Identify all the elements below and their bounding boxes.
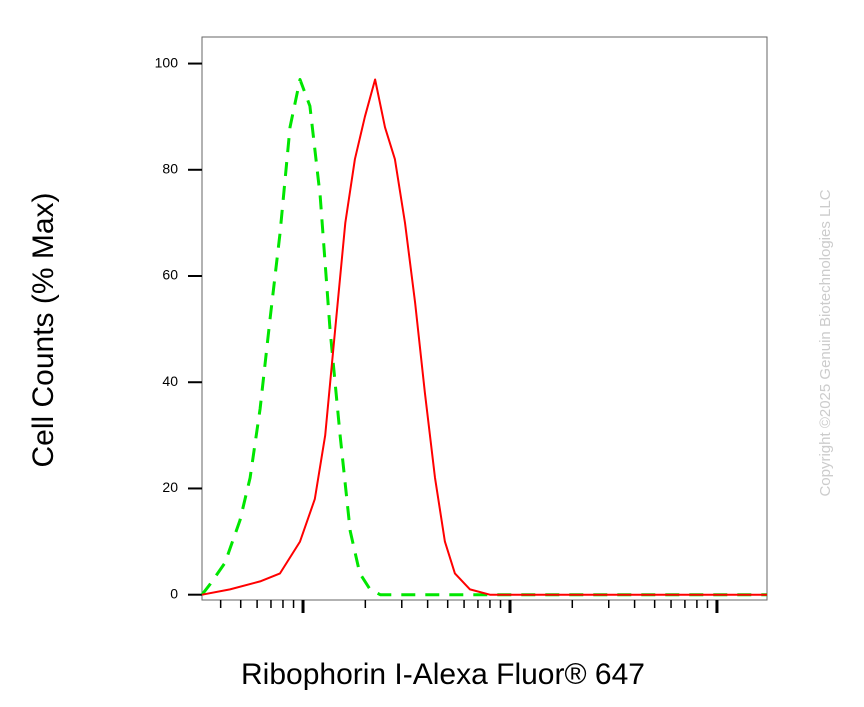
x-axis-label: Ribophorin I-Alexa Fluor® 647 xyxy=(241,658,645,691)
series-line xyxy=(201,78,767,596)
y-axis-label: Cell Counts (% Max) xyxy=(27,192,60,467)
watermark: Copyright ©2025 Genuin Biotechnologies L… xyxy=(817,189,834,496)
y-tick-label: 80 xyxy=(162,160,178,176)
series-line xyxy=(200,78,767,597)
y-tick-label: 20 xyxy=(162,479,178,495)
y-tick-label: 100 xyxy=(155,54,179,70)
y-tick-label: 40 xyxy=(162,373,178,389)
y-tick-label: 60 xyxy=(162,267,178,283)
plot-frame xyxy=(201,36,768,601)
y-tick-label: 0 xyxy=(170,585,178,601)
